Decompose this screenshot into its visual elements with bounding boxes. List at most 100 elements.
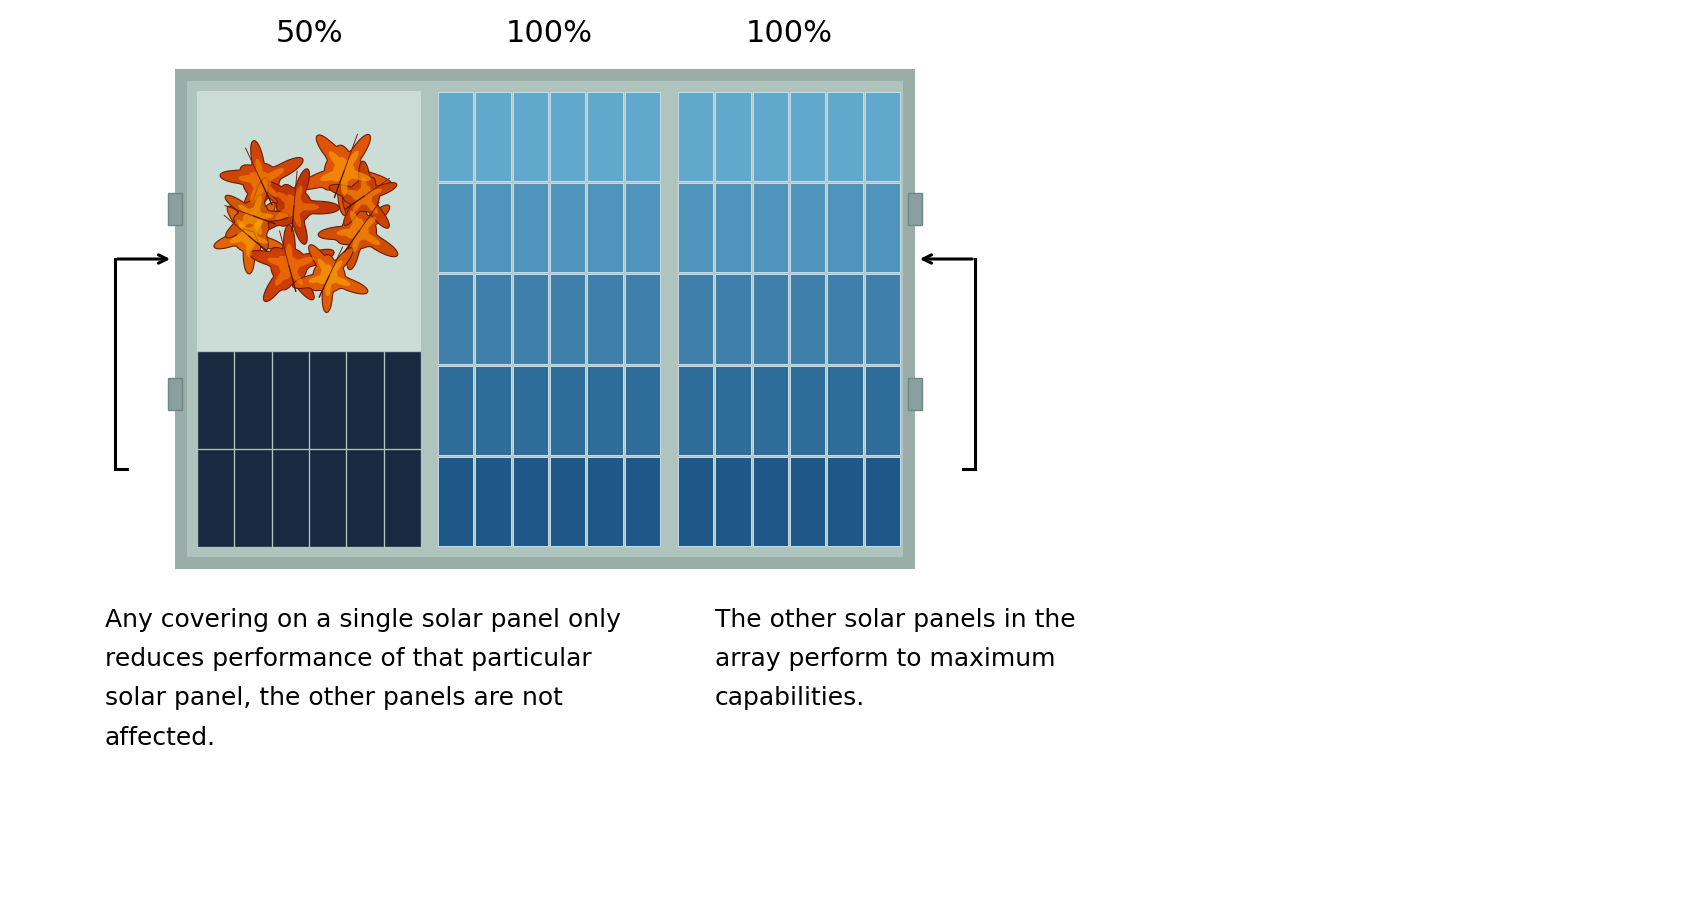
Bar	[187, 82, 903, 558]
Bar	[438, 458, 473, 547]
Polygon shape	[214, 203, 283, 275]
Bar	[908, 194, 921, 226]
Text: 100%: 100%	[745, 19, 833, 48]
Bar	[753, 93, 787, 182]
Polygon shape	[260, 170, 339, 245]
Polygon shape	[300, 135, 392, 216]
Bar	[168, 379, 182, 411]
Bar	[716, 275, 750, 364]
Bar	[791, 275, 825, 364]
Bar	[791, 93, 825, 182]
Bar	[587, 458, 623, 547]
Bar	[550, 275, 585, 364]
Bar	[273, 353, 307, 448]
Polygon shape	[317, 195, 397, 270]
Bar	[624, 184, 660, 273]
Bar	[273, 450, 307, 547]
Bar	[385, 450, 419, 547]
Bar	[624, 93, 660, 182]
Bar	[828, 184, 862, 273]
Bar	[512, 275, 548, 364]
Bar	[236, 450, 270, 547]
Bar	[475, 275, 511, 364]
Bar	[828, 93, 862, 182]
Bar	[828, 458, 862, 547]
Bar	[550, 366, 585, 455]
Bar	[512, 366, 548, 455]
Polygon shape	[321, 152, 370, 197]
Bar	[791, 184, 825, 273]
Bar	[679, 458, 713, 547]
Bar	[828, 366, 862, 455]
Bar	[753, 275, 787, 364]
Bar	[348, 353, 382, 448]
Polygon shape	[229, 219, 268, 257]
Polygon shape	[309, 259, 350, 297]
Bar	[197, 92, 421, 352]
Bar	[236, 353, 270, 448]
Text: 100%: 100%	[506, 19, 592, 48]
Bar	[512, 184, 548, 273]
Bar	[311, 450, 344, 547]
Bar	[753, 184, 787, 273]
Bar	[512, 458, 548, 547]
Bar	[624, 458, 660, 547]
Bar	[587, 93, 623, 182]
Bar	[865, 458, 899, 547]
Polygon shape	[268, 244, 314, 287]
Bar	[587, 275, 623, 364]
Bar	[679, 93, 713, 182]
Bar	[716, 458, 750, 547]
Bar	[348, 450, 382, 547]
Polygon shape	[329, 162, 397, 229]
Bar	[550, 458, 585, 547]
Bar	[475, 184, 511, 273]
Bar	[199, 450, 232, 547]
Polygon shape	[239, 160, 283, 203]
Bar	[865, 366, 899, 455]
Bar	[311, 353, 344, 448]
Bar	[550, 93, 585, 182]
Polygon shape	[336, 211, 380, 253]
Polygon shape	[292, 245, 368, 313]
Bar	[438, 275, 473, 364]
Bar	[438, 366, 473, 455]
Text: 50%: 50%	[275, 19, 343, 48]
Bar	[475, 366, 511, 455]
Bar	[679, 275, 713, 364]
Polygon shape	[275, 187, 319, 228]
Bar	[199, 353, 232, 448]
Bar	[716, 93, 750, 182]
Polygon shape	[238, 196, 273, 235]
Bar	[168, 194, 182, 226]
Bar	[716, 366, 750, 455]
Text: Any covering on a single solar panel only
reduces performance of that particular: Any covering on a single solar panel onl…	[105, 607, 621, 749]
Bar	[791, 366, 825, 455]
Bar	[865, 93, 899, 182]
Bar	[791, 458, 825, 547]
Bar	[587, 184, 623, 273]
Bar	[865, 184, 899, 273]
Polygon shape	[344, 177, 382, 214]
Bar	[512, 93, 548, 182]
Bar	[175, 70, 915, 570]
Bar	[753, 458, 787, 547]
Bar	[908, 379, 921, 411]
Bar	[550, 184, 585, 273]
Bar	[716, 184, 750, 273]
Bar	[475, 458, 511, 547]
Bar	[475, 93, 511, 182]
Bar	[865, 275, 899, 364]
Bar	[438, 93, 473, 182]
Bar	[753, 366, 787, 455]
Bar	[587, 366, 623, 455]
Text: The other solar panels in the
array perform to maximum
capabilities.: The other solar panels in the array perf…	[714, 607, 1076, 709]
Bar	[624, 275, 660, 364]
Bar	[385, 353, 419, 448]
Bar	[679, 366, 713, 455]
Polygon shape	[249, 226, 334, 302]
Bar	[679, 184, 713, 273]
Bar	[828, 275, 862, 364]
Bar	[438, 184, 473, 273]
Polygon shape	[226, 178, 288, 251]
